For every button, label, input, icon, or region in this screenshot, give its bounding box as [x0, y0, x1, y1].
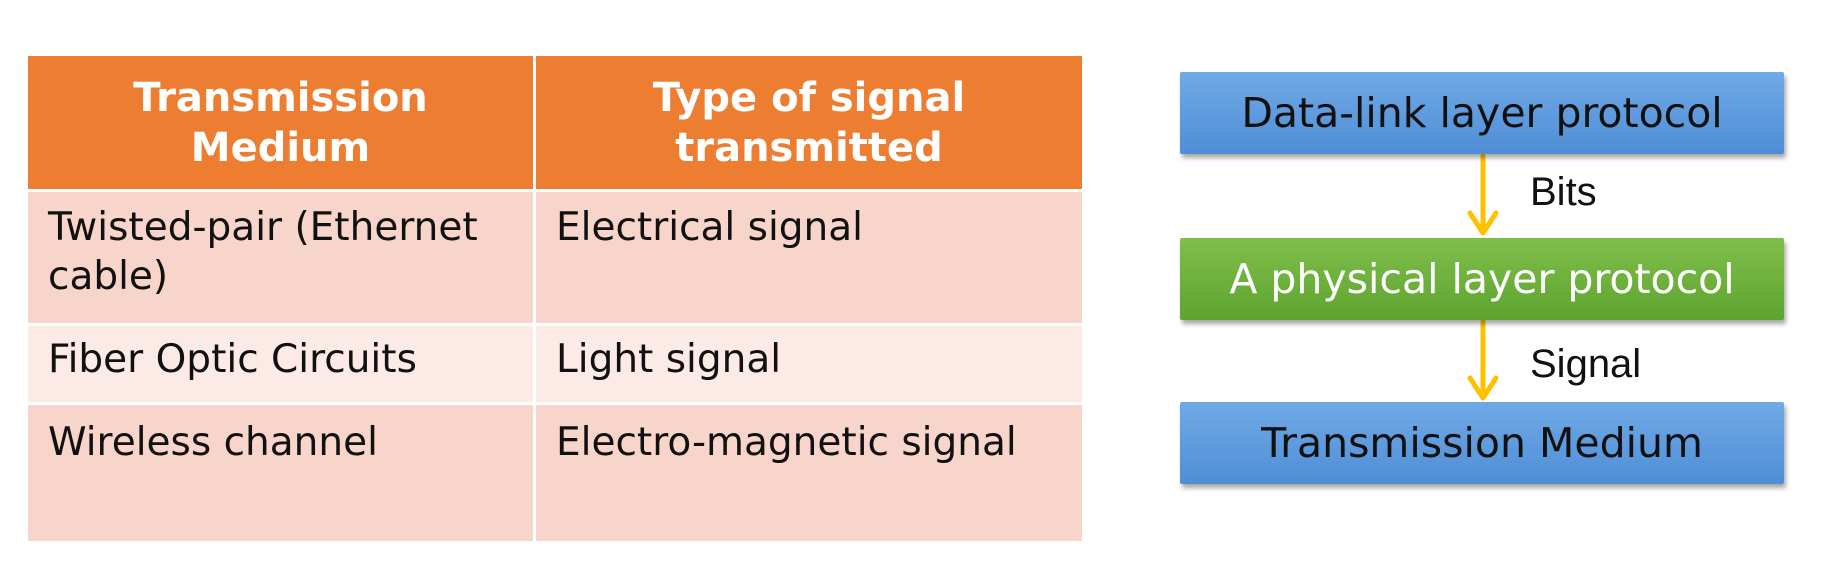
physical-layer-box: A physical layer protocol	[1180, 238, 1784, 320]
table-row: Wireless channel Electro-magnetic signal	[28, 405, 1082, 541]
label-bits: Bits	[1530, 170, 1597, 214]
table-row: Twisted-pair (Ethernet cable) Electrical…	[28, 192, 1082, 323]
table-cell: Light signal	[536, 326, 1082, 402]
table-header-row: Transmission Medium Type of signal trans…	[28, 56, 1082, 189]
signal-table: Transmission Medium Type of signal trans…	[28, 56, 1082, 541]
table-cell: Electrical signal	[536, 192, 1082, 323]
header-signal-type: Type of signal transmitted	[536, 56, 1082, 189]
table-cell: Fiber Optic Circuits	[28, 326, 533, 402]
table-cell: Twisted-pair (Ethernet cable)	[28, 192, 533, 323]
header-transmission-medium: Transmission Medium	[28, 56, 533, 189]
label-signal: Signal	[1530, 342, 1642, 386]
table-cell: Wireless channel	[28, 405, 533, 541]
transmission-medium-box: Transmission Medium	[1180, 402, 1784, 484]
arrow-bits-head	[1467, 210, 1499, 236]
data-link-layer-box: Data-link layer protocol	[1180, 72, 1784, 154]
table-cell: Electro-magnetic signal	[536, 405, 1082, 541]
arrow-signal-head	[1467, 375, 1499, 401]
table-row: Fiber Optic Circuits Light signal	[28, 326, 1082, 402]
